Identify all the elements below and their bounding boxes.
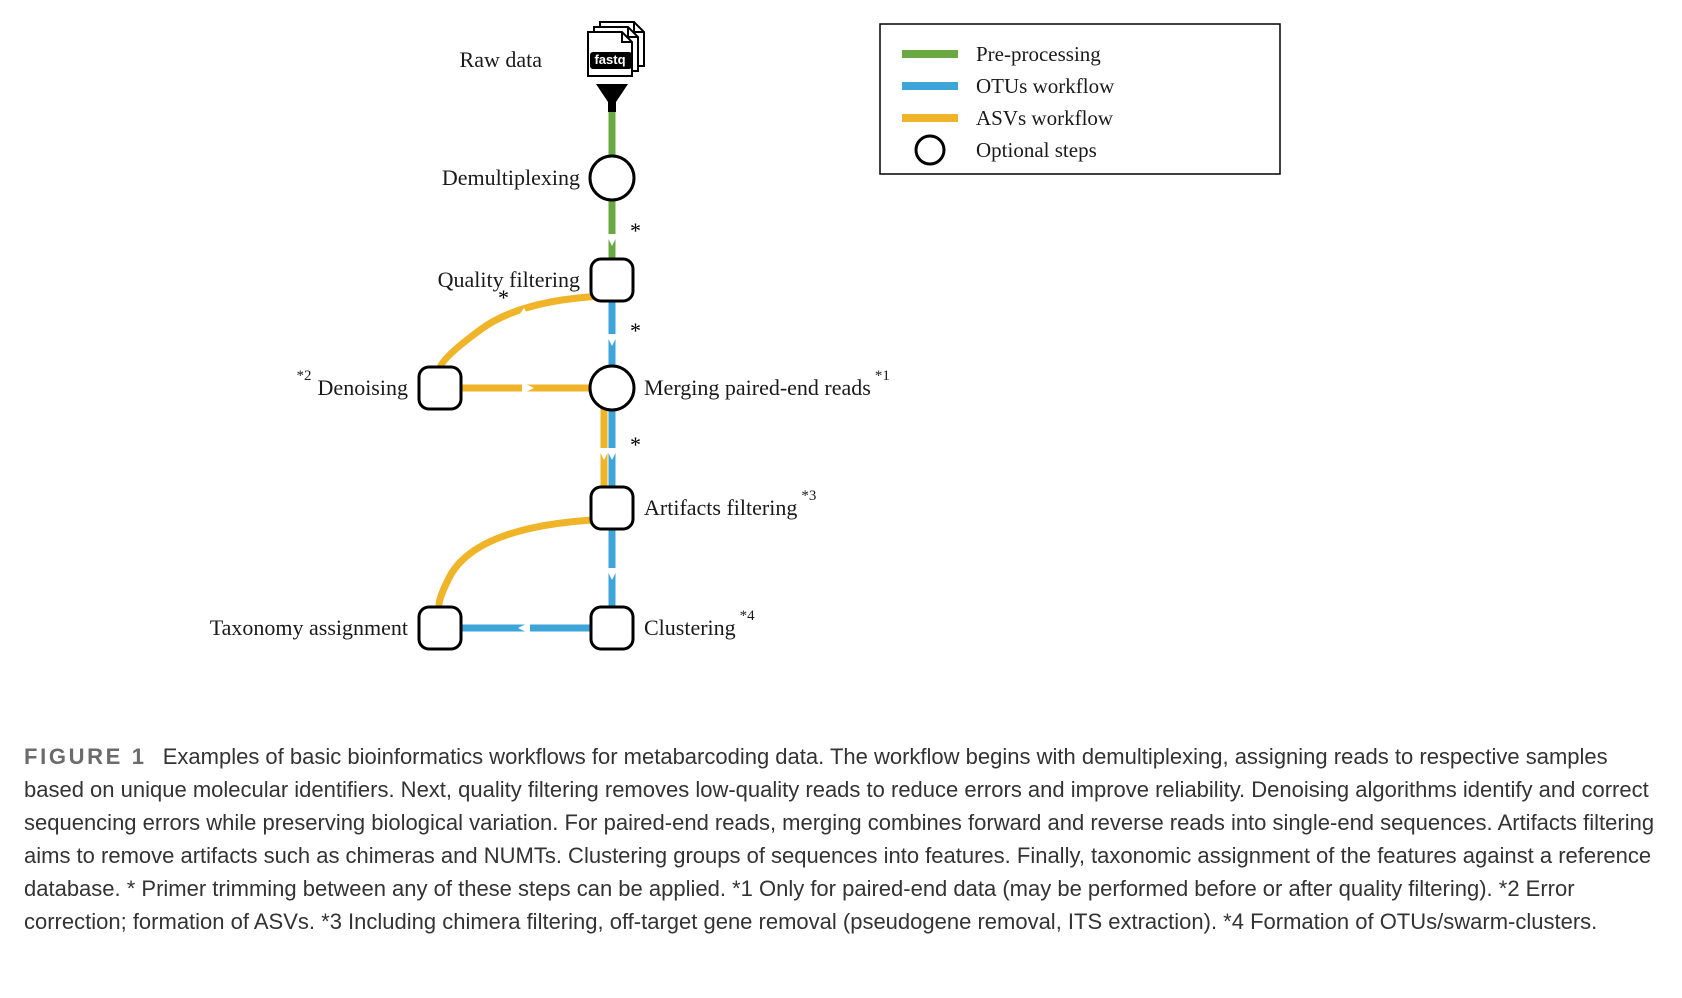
legend: Pre-processing OTUs workflow ASVs workflow… (880, 24, 1280, 174)
fastq-file-icon: fastq (588, 22, 644, 112)
super-artifacts: *3 (801, 488, 816, 504)
figure-caption-text: Examples of basic bioinformatics workflo… (24, 744, 1654, 934)
edge-qfilter-denoise-asvs (440, 296, 604, 368)
node-merge (590, 366, 634, 410)
primer-asterisk: * (630, 432, 641, 457)
legend-label-0: Pre-processing (976, 42, 1101, 66)
legend-label-3: Optional steps (976, 138, 1097, 162)
super-cluster: *4 (740, 608, 756, 624)
flow-arrow-icon (606, 568, 618, 580)
node-cluster (591, 607, 633, 649)
flow-arrow-icon (606, 334, 618, 346)
fastq-label: fastq (594, 52, 625, 67)
label-demux: Demultiplexing (442, 165, 580, 190)
funnel-icon (596, 84, 628, 112)
figure-page: ****fastqRaw dataDemultiplexingQuality f… (0, 0, 1682, 998)
figure-label: FIGURE 1 (24, 744, 147, 769)
diagram-container: ****fastqRaw dataDemultiplexingQuality f… (0, 0, 1682, 745)
label-qfilter: Quality filtering (438, 267, 580, 292)
workflow-diagram: ****fastqRaw dataDemultiplexingQuality f… (0, 0, 1682, 740)
node-artifacts (591, 487, 633, 529)
flow-arrow-icon (598, 448, 610, 460)
flow-arrow-icon (606, 234, 618, 246)
label-taxo: Taxonomy assignment (210, 615, 408, 640)
edge-artifacts-taxo-asvs (439, 520, 592, 609)
flow-arrow-icon (522, 382, 534, 394)
nodes-layer: Raw data Demultiplexing Quality filtering M… (210, 47, 890, 649)
node-qfilter (591, 259, 633, 301)
label-artifacts: Artifacts filtering (644, 495, 797, 520)
legend-label-1: OTUs workflow (976, 74, 1115, 98)
figure-caption: FIGURE 1 Examples of basic bioinformatic… (24, 740, 1658, 938)
super-merge: *1 (875, 368, 890, 384)
node-demux (590, 156, 634, 200)
legend-circle-icon (916, 136, 944, 164)
label-denoise: Denoising (318, 375, 408, 400)
super-denoise: *2 (297, 368, 312, 384)
flow-arrow-icon (518, 622, 530, 634)
label-merge: Merging paired-end reads (644, 375, 871, 400)
node-taxo (419, 607, 461, 649)
label-rawdata: Raw data (460, 47, 543, 72)
node-denoise (419, 367, 461, 409)
flow-arrow-icon (497, 540, 512, 553)
primer-asterisk: * (630, 218, 641, 243)
legend-label-2: ASVs workflow (976, 106, 1114, 130)
primer-asterisk: * (630, 318, 641, 343)
label-cluster: Clustering (644, 615, 736, 640)
